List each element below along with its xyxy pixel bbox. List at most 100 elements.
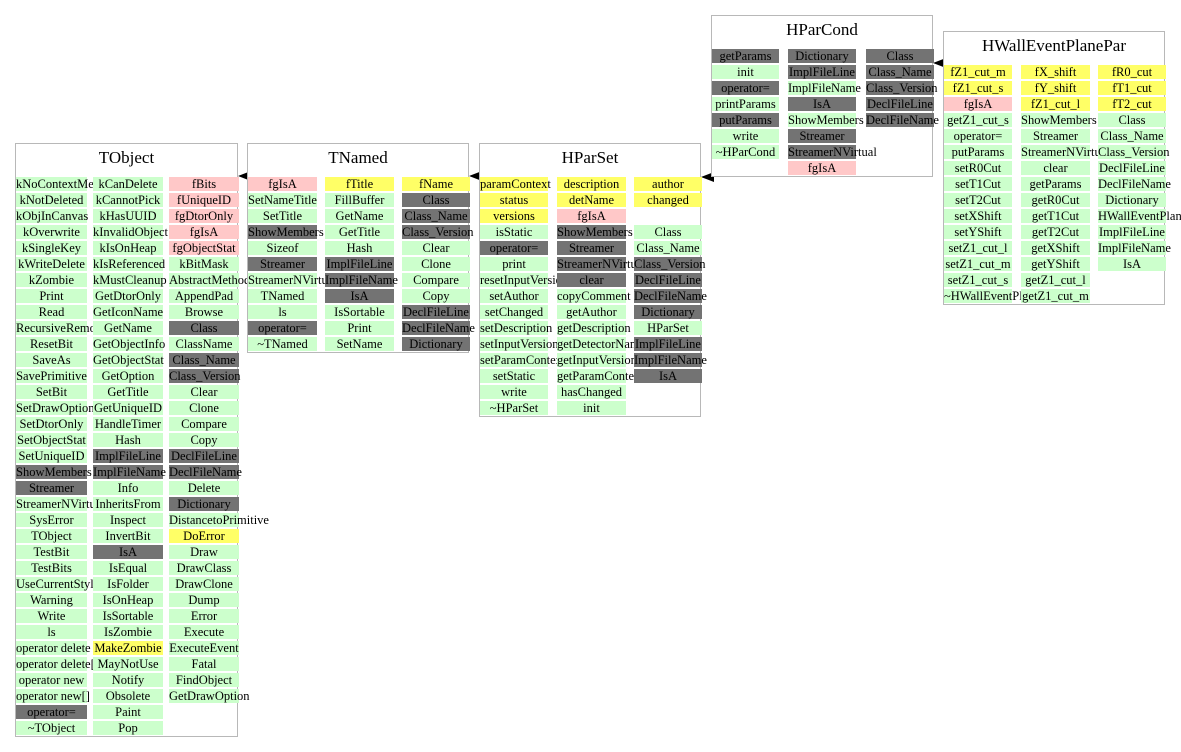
member-saveas: SaveAs <box>16 353 87 367</box>
member-declfilename: DeclFileName <box>1098 177 1171 191</box>
member-settitle: SetTitle <box>248 209 317 223</box>
member-drawclass: DrawClass <box>169 561 239 575</box>
member-streamernvirtual: StreamerNVirtual <box>788 145 877 159</box>
member-setxshift: setXShift <box>944 209 1012 223</box>
member-kisonheap: kIsOnHeap <box>93 241 163 255</box>
member-tobject: TObject <box>16 529 87 543</box>
member-getz1-cut-m: getZ1_cut_m <box>1021 289 1090 303</box>
member-showmembers: ShowMembers <box>557 225 633 239</box>
member-kisreferenced: kIsReferenced <box>93 257 166 271</box>
member-isa: IsA <box>788 97 856 111</box>
member-abstractmethod: AbstractMethod <box>169 273 251 287</box>
member-dictionary: Dictionary <box>1098 193 1166 207</box>
member-fbits: fBits <box>169 177 239 191</box>
member-setz1-cut-s: setZ1_cut_s <box>944 273 1012 287</box>
member-operator: operator= <box>944 129 1012 143</box>
member-implfileline: ImplFileLine <box>1098 225 1166 239</box>
member-column: author changed Class Class_Name Class_Versio… <box>634 177 707 385</box>
member-issortable: IsSortable <box>93 609 163 623</box>
member-implfilename: ImplFileName <box>1098 241 1171 255</box>
member-class: Class <box>169 321 239 335</box>
member-operator-new: operator new[] <box>16 689 90 703</box>
member-hparset: HParSet <box>634 321 702 335</box>
member-hparset: ~HParSet <box>480 401 548 415</box>
member-isa: IsA <box>325 289 394 303</box>
member-copy: Copy <box>169 433 239 447</box>
member-resetbit: ResetBit <box>16 337 87 351</box>
member-author: author <box>634 177 702 191</box>
member-class: Class <box>634 225 702 239</box>
member-inspect: Inspect <box>93 513 163 527</box>
member-declfilename: DeclFileName <box>169 465 242 479</box>
member-getdtoronly: GetDtorOnly <box>93 289 163 303</box>
member-print: Print <box>325 321 394 335</box>
member-isa: IsA <box>93 545 163 559</box>
member-dictionary: Dictionary <box>402 337 470 351</box>
member-getparamcontext: getParamContext <box>557 369 644 383</box>
member-setyshift: setYShift <box>944 225 1012 239</box>
member-isequal: IsEqual <box>93 561 163 575</box>
member-ft2-cut: fT2_cut <box>1098 97 1166 111</box>
member-kobjincanvas: kObjInCanvas <box>16 209 89 223</box>
member-streamernvirtual: StreamerNVirtual <box>16 497 105 511</box>
member-column: fZ1_cut_m fZ1_cut_s fgIsA getZ1_cut_s operat… <box>944 65 1057 305</box>
member-printparams: printParams <box>712 97 779 111</box>
member-write: write <box>480 385 548 399</box>
member-setauthor: setAuthor <box>480 289 548 303</box>
member-column: fBits fUniqueID fgDtorOnly fgIsA fgObjectSta… <box>169 177 269 705</box>
member-hwalleventplanepar: ~HWallEventPlanePar <box>944 289 1057 303</box>
member-getobjectinfo: GetObjectInfo <box>93 337 166 351</box>
member-streamer: Streamer <box>788 129 856 143</box>
member-setname: SetName <box>325 337 394 351</box>
member-resetinputversions: resetInputVersions <box>480 273 574 287</box>
member-testbit: TestBit <box>16 545 87 559</box>
member-dump: Dump <box>169 593 239 607</box>
member-recursiveremove: RecursiveRemove <box>16 321 108 335</box>
member-fname: fName <box>402 177 470 191</box>
member-class-name: Class_Name <box>1098 129 1166 143</box>
member-inheritsfrom: InheritsFrom <box>93 497 163 511</box>
member-fgisa: fgIsA <box>169 225 239 239</box>
member-declfileline: DeclFileLine <box>169 449 239 463</box>
member-column: paramContext status versions isStatic operat… <box>480 177 574 417</box>
member-class: Class <box>1098 113 1166 127</box>
member-setbit: SetBit <box>16 385 87 399</box>
member-blank <box>634 209 702 223</box>
member-column: Dictionary ImplFileLine ImplFileName IsA Sho… <box>788 49 877 177</box>
member-declfilename: DeclFileName <box>402 321 475 335</box>
member-kzombie: kZombie <box>16 273 87 287</box>
arrow-head <box>933 58 946 68</box>
member-usecurrentstyle: UseCurrentStyle <box>16 577 100 591</box>
member-setz1-cut-m: setZ1_cut_m <box>944 257 1012 271</box>
member-getz1-cut-s: getZ1_cut_s <box>944 113 1012 127</box>
member-declfileline: DeclFileLine <box>634 273 702 287</box>
member-getdescription: getDescription <box>557 321 631 335</box>
member-doerror: DoError <box>169 529 239 543</box>
member-class-name: Class_Name <box>169 353 239 367</box>
member-tobject: ~TObject <box>16 721 87 735</box>
member-ls: ls <box>16 625 87 639</box>
member-fr0-cut: fR0_cut <box>1098 65 1166 79</box>
class-title: HWallEventPlanePar <box>981 36 1127 55</box>
member-showmembers: ShowMembers <box>788 113 864 127</box>
member-distancetoprimitive: DistancetoPrimitive <box>169 513 269 527</box>
member-getobjectstat: GetObjectStat <box>93 353 164 367</box>
member-class-name: Class_Name <box>866 65 934 79</box>
member-sett1cut: setT1Cut <box>944 177 1012 191</box>
member-issortable: IsSortable <box>325 305 394 319</box>
member-class-name: Class_Name <box>634 241 702 255</box>
member-fz1-cut-s: fZ1_cut_s <box>944 81 1012 95</box>
member-getparams: getParams <box>712 49 779 63</box>
member-kcandelete: kCanDelete <box>93 177 163 191</box>
member-testbits: TestBits <box>16 561 87 575</box>
member-hparcond: ~HParCond <box>712 145 779 159</box>
class-title: HParCond <box>786 20 858 39</box>
member-operator: operator= <box>712 81 779 95</box>
member-getinputversion: getInputVersion <box>557 353 637 367</box>
member-implfileline: ImplFileLine <box>788 65 856 79</box>
class-box-hparcond: HParCond getParams init operator= printParam… <box>711 15 939 177</box>
member-setdrawoption: SetDrawOption <box>16 401 95 415</box>
class-box-tobject: TObject kNoContextMenu kNotDeleted kObjInCa… <box>15 143 269 737</box>
member-class-version: Class_Version <box>634 257 706 271</box>
class-box-hwalleventplanepar: HWallEventPlanePar fZ1_cut_m fZ1_cut_s fgIs… <box>943 31 1181 305</box>
